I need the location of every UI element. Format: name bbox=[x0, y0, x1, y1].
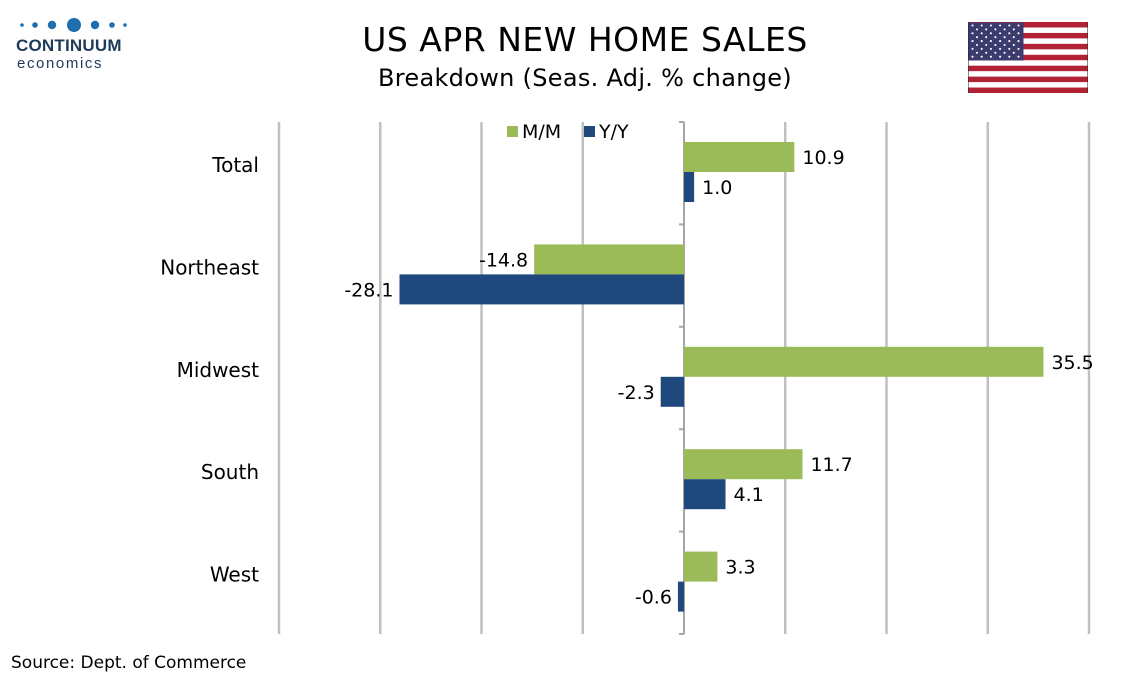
bar-mm bbox=[684, 142, 795, 172]
category-label: Northeast bbox=[160, 255, 259, 279]
data-label: 3.3 bbox=[725, 557, 755, 579]
legend-swatch bbox=[584, 126, 595, 137]
continuum-economics-logo: CONTINUUM economics bbox=[14, 14, 134, 76]
bar-mm bbox=[684, 346, 1044, 377]
bar-yy bbox=[399, 274, 684, 305]
data-label: 1.0 bbox=[702, 177, 732, 199]
category-label: Total bbox=[211, 153, 259, 177]
bar-mm bbox=[684, 449, 803, 480]
bar-mm bbox=[534, 244, 684, 275]
data-label: 10.9 bbox=[802, 147, 844, 169]
bar-yy bbox=[684, 172, 695, 202]
bar-yy bbox=[677, 581, 684, 612]
data-label: 4.1 bbox=[734, 484, 764, 506]
category-label: Midwest bbox=[177, 358, 260, 382]
category-label: West bbox=[210, 563, 259, 587]
data-label: 35.5 bbox=[1051, 352, 1093, 374]
us-flag-icon bbox=[968, 22, 1088, 93]
legend-label: Y/Y bbox=[598, 121, 629, 143]
data-label: -2.3 bbox=[618, 382, 655, 404]
bar-yy bbox=[684, 479, 726, 510]
data-label: 11.7 bbox=[810, 454, 852, 476]
bar-yy bbox=[660, 376, 684, 407]
chart-title: US APR NEW HOME SALES bbox=[362, 20, 808, 59]
data-label: -0.6 bbox=[635, 587, 672, 609]
chart-subtitle: Breakdown (Seas. Adj. % change) bbox=[378, 64, 792, 92]
data-label: -28.1 bbox=[344, 279, 393, 301]
category-label: South bbox=[201, 460, 259, 484]
logo-dots-icon bbox=[20, 18, 127, 32]
logo-subtitle: economics bbox=[17, 55, 104, 72]
logo-wordmark: CONTINUUM bbox=[16, 36, 122, 55]
data-label: -14.8 bbox=[479, 249, 528, 271]
bar-mm bbox=[684, 551, 718, 582]
source-note: Source: Dept. of Commerce bbox=[11, 653, 247, 673]
legend-swatch bbox=[507, 126, 518, 137]
legend-label: M/M bbox=[522, 121, 561, 143]
